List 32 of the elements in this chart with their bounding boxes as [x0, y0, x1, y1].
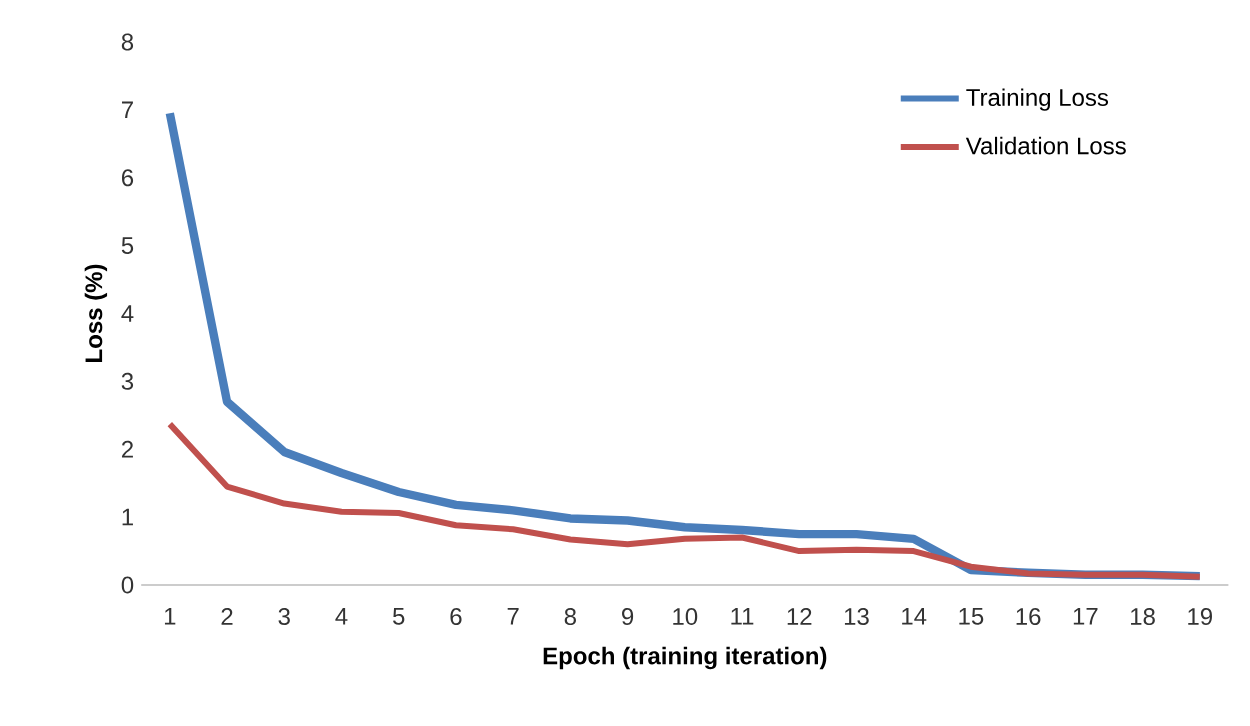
y-tick-label: 1 [122, 508, 133, 526]
y-tick-label: 4 [121, 305, 134, 322]
x-tick-label: 5 [392, 608, 405, 625]
y-tick-label: 8 [121, 33, 134, 51]
y-axis-title: Loss (%) [84, 264, 108, 362]
y-tick-label: 2 [121, 440, 133, 458]
x-tick-label: 17 [1073, 608, 1098, 625]
x-tick-label: 13 [844, 608, 869, 626]
x-tick-label: 4 [335, 608, 348, 625]
x-tick-label: 14 [902, 608, 927, 625]
y-tick-label: 5 [121, 237, 134, 254]
x-tick-label: 7 [507, 608, 519, 625]
x-tick-label: 18 [1131, 608, 1155, 626]
x-tick-label: 6 [450, 608, 462, 626]
x-tick-label: 11 [731, 608, 754, 625]
x-tick-label: 8 [564, 608, 576, 626]
x-tick-label: 9 [622, 608, 634, 626]
x-tick-label: 12 [787, 608, 812, 625]
legend-label: Training Loss [966, 88, 1109, 111]
y-tick-label: 6 [122, 169, 134, 187]
x-axis-title: Epoch (training iteration) [543, 646, 827, 670]
x-tick-label: 10 [673, 608, 698, 626]
x-tick-label: 15 [959, 608, 984, 625]
x-tick-label: 19 [1188, 608, 1212, 626]
x-tick-label: 3 [278, 608, 290, 626]
y-tick-label: 7 [122, 101, 133, 119]
x-tick-label: 1 [164, 608, 176, 625]
legend-label: Validation Loss [965, 136, 1126, 155]
y-tick-label: 0 [121, 576, 134, 594]
x-tick-label: 16 [1016, 608, 1041, 626]
y-tick-label: 3 [121, 372, 134, 390]
x-tick-label: 2 [221, 608, 233, 625]
